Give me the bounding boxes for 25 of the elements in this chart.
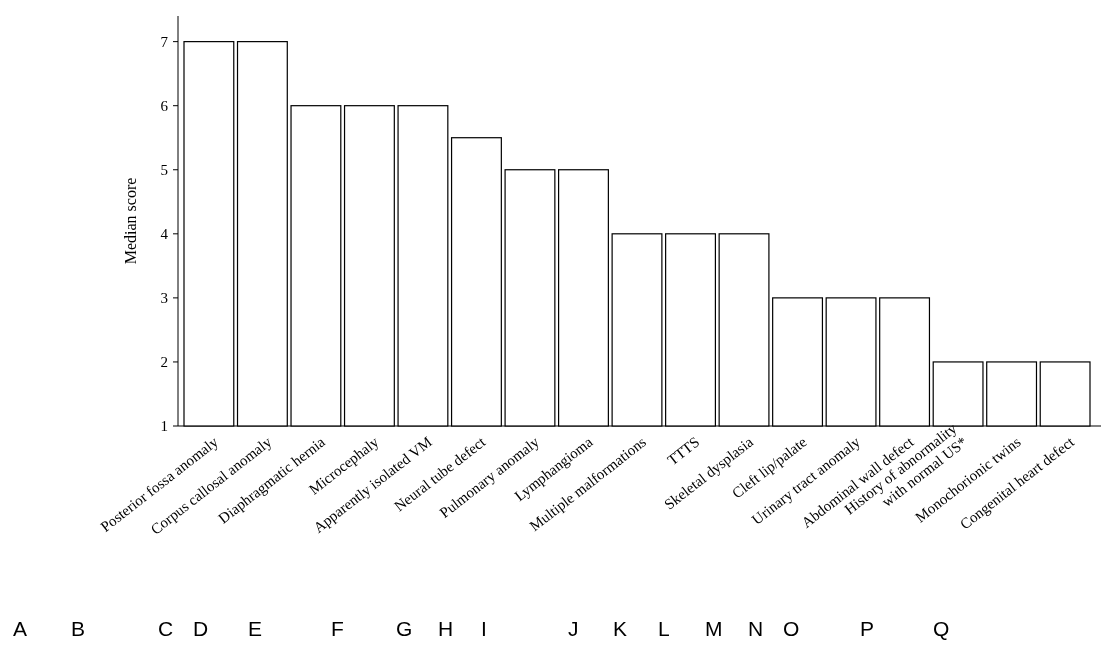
text: F: [331, 617, 344, 640]
text: D: [193, 617, 209, 640]
text: Q: [933, 617, 950, 640]
text: E: [248, 617, 263, 640]
y-axis-title: Median score: [122, 177, 139, 265]
y-tick-label: 7: [160, 33, 169, 50]
y-tick-label: 5: [160, 162, 168, 178]
text: B: [71, 617, 86, 640]
text: P: [860, 617, 875, 640]
y-tick-label: 4: [160, 226, 169, 243]
text: C: [158, 617, 174, 640]
text: N: [748, 617, 764, 640]
y-tick-label: 6: [160, 97, 169, 114]
text: J: [568, 617, 579, 640]
text: L: [658, 617, 670, 640]
y-tick-label: 1: [160, 418, 168, 435]
text: H: [438, 617, 454, 640]
y-tick-label: 3: [160, 290, 168, 307]
text: I: [481, 617, 487, 640]
y-tick-label: 2: [160, 354, 168, 371]
text: K: [613, 617, 628, 640]
text: G: [396, 617, 413, 640]
text: M: [705, 617, 723, 640]
text: O: [783, 617, 800, 640]
text: A: [13, 617, 28, 640]
